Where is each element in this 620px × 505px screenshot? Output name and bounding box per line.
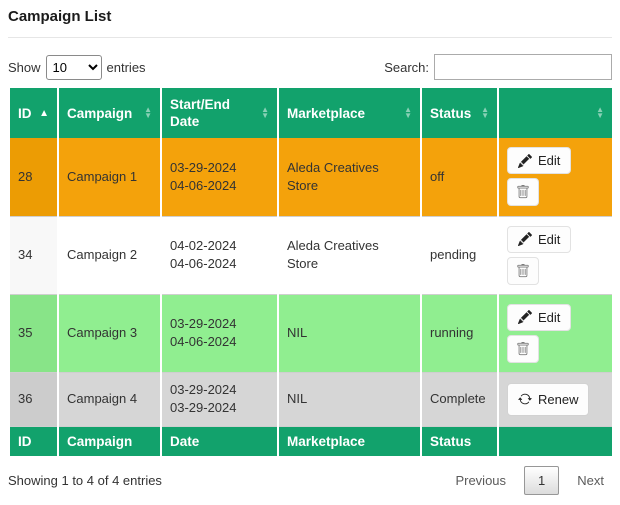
cell-status: off [420,138,499,217]
table-row: 28 Campaign 1 03-29-2024 04-06-2024 Aleda Cr… [8,138,614,217]
footer-header-id: ID [8,426,59,456]
page-title: Campaign List [8,8,112,25]
column-header-marketplace[interactable]: Marketplace ▲ ▼ [277,88,422,138]
renew-button-label: Renew [538,391,579,407]
column-header-label: ID [18,105,32,121]
caret-up-down-icon: ▲ ▼ [481,105,489,120]
pagination: Previous 1 Next [447,466,612,495]
campaign-table: ID ▲ Campaign ▲ ▼ Start/End Date ▲ ▼ Marketplace… [8,88,614,456]
table-row: 34 Campaign 2 04-02-2024 04-06-2024 Aleda Cr… [8,216,614,295]
edit-button-label: Edit [538,231,561,247]
cell-marketplace: NIL [277,294,422,373]
cell-marketplace: Aleda Creatives Store [277,216,422,295]
table-controls: Show 10 entries Search: [8,54,612,80]
refresh-icon [518,393,532,405]
cell-status: pending [420,216,499,295]
start-date: 03-29-2024 [170,159,237,175]
search-input[interactable] [434,54,612,80]
footer-header-date: Date [160,426,279,456]
delete-button[interactable] [507,334,539,363]
title-divider [8,37,612,38]
previous-page-button[interactable]: Previous [455,473,507,488]
cell-marketplace: Aleda Creatives Store [277,138,422,217]
end-date: 04-06-2024 [170,177,237,193]
table-footer-row: ID Campaign Date Marketplace Status [8,426,614,456]
page-length-select[interactable]: 10 [45,54,102,80]
next-page-button[interactable]: Next [577,473,604,488]
edit-button[interactable]: Edit [507,303,572,331]
pencil-icon [518,310,532,324]
page-number-button[interactable]: 1 [524,466,560,495]
cell-actions: Edit [497,138,614,217]
column-header-label: Start/End Date [170,97,231,129]
footer-header-status: Status [420,426,499,456]
trash-icon [517,341,529,355]
search-control: Search: [384,54,612,80]
renew-button[interactable]: Renew [507,382,590,416]
cell-actions: Edit [497,294,614,373]
column-header-label: Campaign [67,105,133,121]
cell-campaign: Campaign 3 [57,294,162,373]
show-label: Show [8,59,41,75]
footer-header-campaign: Campaign [57,426,162,456]
end-date: 03-29-2024 [170,400,237,415]
table-bottom-bar: Showing 1 to 4 of 4 entries Previous 1 N… [8,466,612,495]
cell-id: 28 [8,138,59,217]
column-header-label: Status [430,105,472,121]
end-date: 04-06-2024 [170,256,237,271]
cell-dates: 03-29-2024 04-06-2024 [160,138,279,217]
column-header-id[interactable]: ID ▲ [8,88,59,138]
pencil-icon [518,232,532,246]
cell-dates: 03-29-2024 04-06-2024 [160,294,279,373]
cell-campaign: Campaign 1 [57,138,162,217]
cell-status: Complete [420,372,499,427]
cell-dates: 04-02-2024 04-06-2024 [160,216,279,295]
cell-id: 35 [8,294,59,373]
footer-header-marketplace: Marketplace [277,426,422,456]
start-date: 03-29-2024 [170,381,237,397]
table-row: 35 Campaign 3 03-29-2024 04-06-2024 NIL runni… [8,294,614,373]
cell-campaign: Campaign 2 [57,216,162,295]
cell-campaign: Campaign 4 [57,372,162,427]
start-date: 04-02-2024 [170,237,237,253]
entries-label: entries [106,59,146,75]
start-date: 03-29-2024 [170,315,237,331]
edit-button[interactable]: Edit [507,225,572,253]
pencil-icon [518,153,532,168]
caret-up-down-icon: ▲ ▼ [404,105,412,120]
delete-button[interactable] [507,178,539,207]
cell-marketplace: NIL [277,372,422,427]
entries-info: Showing 1 to 4 of 4 entries [8,473,162,488]
column-header-campaign[interactable]: Campaign ▲ ▼ [57,88,162,138]
cell-actions: Renew [497,372,614,427]
column-header-status[interactable]: Status ▲ ▼ [420,88,499,138]
cell-status: running [420,294,499,373]
table-row: 36 Campaign 4 03-29-2024 03-29-2024 NIL Compl… [8,372,614,427]
trash-icon [517,263,529,277]
trash-icon [517,185,529,199]
caret-up-down-icon: ▲ ▼ [144,105,152,120]
delete-button[interactable] [507,256,539,285]
search-label: Search: [384,59,429,75]
table-header-row: ID ▲ Campaign ▲ ▼ Start/End Date ▲ ▼ Marketplace… [8,88,614,138]
cell-actions: Edit [497,216,614,295]
column-header-label: Marketplace [287,105,366,121]
column-header-start-end-date[interactable]: Start/End Date ▲ ▼ [160,88,279,138]
cell-id: 36 [8,372,59,427]
edit-button[interactable]: Edit [507,147,572,175]
cell-dates: 03-29-2024 03-29-2024 [160,372,279,427]
cell-id: 34 [8,216,59,295]
end-date: 04-06-2024 [170,334,237,349]
column-header-actions[interactable]: ▲ ▼ [497,88,614,138]
edit-button-label: Edit [538,309,561,325]
footer-header-actions [497,426,614,456]
edit-button-label: Edit [538,153,561,169]
page-length-control: Show 10 entries [8,54,146,80]
caret-up-down-icon: ▲ ▼ [596,105,604,120]
caret-up-down-icon: ▲ ▼ [261,105,269,120]
caret-up-icon: ▲ [39,107,49,119]
